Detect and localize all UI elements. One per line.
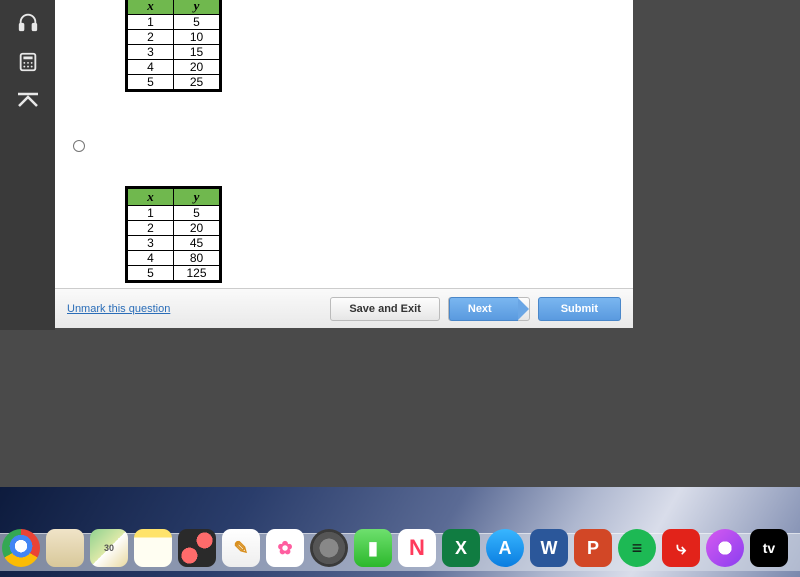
answer-radio-2[interactable] (73, 139, 85, 157)
dock-app-news[interactable]: N (398, 529, 436, 567)
dock-app-powerpoint[interactable]: P (574, 529, 612, 567)
table-row: 210 (128, 30, 220, 45)
footer-bar: Unmark this question Save and Exit Next … (55, 288, 633, 328)
save-exit-button[interactable]: Save and Exit (330, 297, 440, 321)
col-header-x: x (128, 0, 174, 15)
chevron-right-icon (517, 297, 529, 321)
table-row: 420 (128, 60, 220, 75)
dock-app-photos[interactable]: ✿ (266, 529, 304, 567)
table-row: 15 (128, 15, 220, 30)
col-header-y: y (174, 0, 220, 15)
dock-app-podcasts[interactable] (706, 529, 744, 567)
table-row: 480 (128, 251, 220, 266)
dock-app-settings[interactable] (310, 529, 348, 567)
dock-app-word[interactable]: W (530, 529, 568, 567)
question-panel: x y 15 210 315 420 525 x y 15 220 34 (55, 0, 633, 328)
headphones-icon[interactable] (14, 8, 42, 36)
dock-app-appstore[interactable]: A (486, 529, 524, 567)
dock-app-appletv[interactable]: tv (750, 529, 788, 567)
col-header-y: y (174, 189, 220, 206)
table-header-row: x y (128, 189, 220, 206)
answer-table-2: x y 15 220 345 480 5125 (125, 186, 222, 283)
dock-app-facetime[interactable]: ▮ (354, 529, 392, 567)
dock-app-photobooth[interactable] (178, 529, 216, 567)
unmark-link[interactable]: Unmark this question (67, 303, 170, 315)
dock-app-pages[interactable]: ✎ (222, 529, 260, 567)
table-header-row: x y (128, 0, 220, 15)
next-button[interactable]: Next (448, 297, 530, 321)
dock-app-chrome[interactable] (2, 529, 40, 567)
table-row: 15 (128, 206, 220, 221)
table-row: 220 (128, 221, 220, 236)
table-row: 315 (128, 45, 220, 60)
submit-button[interactable]: Submit (538, 297, 621, 321)
content-area: x y 15 210 315 420 525 x y 15 220 34 (55, 0, 633, 288)
table-row: 345 (128, 236, 220, 251)
table-row: 525 (128, 75, 220, 90)
col-header-x: x (128, 189, 174, 206)
answer-table-1: x y 15 210 315 420 525 (125, 0, 222, 92)
next-button-label: Next (449, 297, 518, 321)
radio-input[interactable] (73, 140, 85, 152)
tool-sidebar (0, 0, 55, 330)
dock-app-contacts[interactable] (46, 529, 84, 567)
dock-app-acrobat[interactable]: ⤷ (662, 529, 700, 567)
dock-app-excel[interactable]: X (442, 529, 480, 567)
collapse-up-icon[interactable] (14, 88, 42, 116)
dock-app-spotify[interactable]: ≡ (618, 529, 656, 567)
dock-app-maps[interactable]: 30 (90, 529, 128, 567)
dock: 30 ✎✿ ▮NXAWP≡⤷ tv (0, 525, 800, 571)
table-row: 5125 (128, 266, 220, 281)
calculator-icon[interactable] (14, 48, 42, 76)
dock-app-notes[interactable] (134, 529, 172, 567)
